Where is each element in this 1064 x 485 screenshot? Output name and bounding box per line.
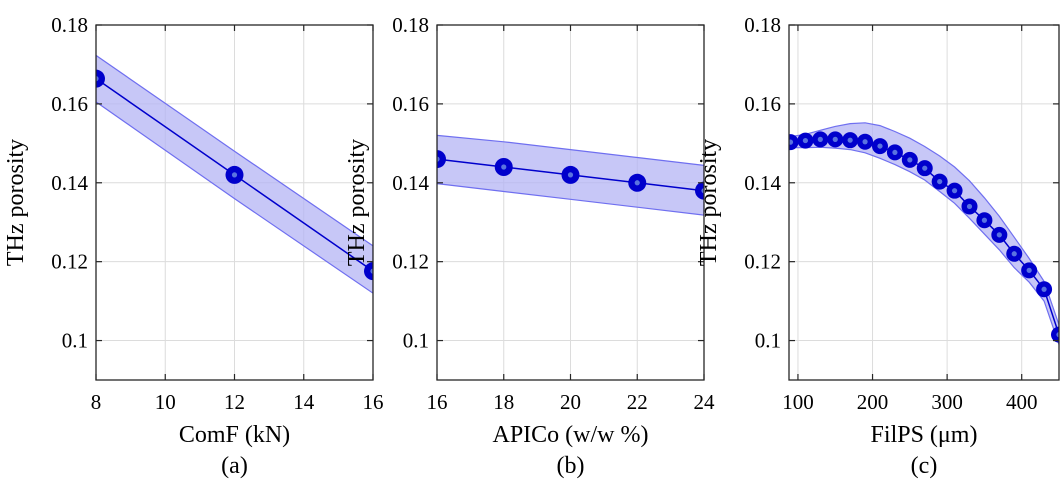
x-tick-label: 400 (1006, 390, 1038, 414)
y-tick-label: 0.1 (755, 329, 781, 353)
y-axis-label: THz porosity (3, 139, 29, 266)
data-point (1006, 245, 1023, 262)
x-axis-label: FilPS (μm) (871, 422, 978, 448)
chart-panel-2: 16 18 20 22 24 0.1 0.12 0.14 0.16 0.18 APICo (w/w … (344, 13, 715, 479)
x-tick-label: 300 (931, 390, 963, 414)
data-point-center (634, 180, 640, 186)
x-tick-label: 12 (224, 390, 245, 414)
x-tick-label: 100 (782, 390, 814, 414)
data-point-marker (695, 181, 704, 200)
data-point (931, 173, 948, 190)
data-point (494, 158, 513, 176)
data-point (976, 212, 993, 229)
data-point-center (567, 172, 574, 178)
x-tick-label: 18 (493, 390, 514, 414)
data-point (916, 160, 933, 177)
y-axis-label: THz porosity (344, 139, 370, 266)
data-point-center (789, 139, 794, 145)
x-tick-label: 22 (627, 390, 648, 414)
chart-panel-3: 100 200 300 400 0.1 0.12 0.14 0.16 0.18 FilPS (μm… (696, 13, 1060, 479)
data-point-center (996, 232, 1002, 238)
axes-box (788, 24, 1060, 381)
data-point (827, 131, 844, 148)
x-tick-label: 16 (363, 390, 384, 414)
data-point-marker (789, 134, 799, 151)
data-point (991, 226, 1008, 243)
y-tick-label: 0.16 (744, 92, 781, 116)
data-point (871, 138, 888, 155)
data-point (961, 198, 978, 215)
data-point-center (922, 165, 928, 171)
y-tick-label: 0.12 (392, 250, 429, 274)
data-point-center (892, 149, 898, 156)
data-point (857, 133, 874, 150)
y-tick-label: 0.1 (62, 329, 88, 353)
data-point-center (501, 164, 507, 170)
data-point (1021, 262, 1038, 279)
data-point-center (832, 136, 838, 142)
data-point (561, 165, 580, 184)
data-point-center (966, 203, 973, 210)
data-point (946, 182, 963, 199)
data-point-center (951, 188, 958, 194)
data-point (886, 144, 903, 161)
y-tick-label: 0.12 (51, 250, 88, 274)
y-tick-label: 0.16 (51, 92, 88, 116)
panel-label: (c) (911, 453, 938, 479)
data-point-center (1011, 251, 1017, 257)
data-point-center (847, 137, 853, 143)
y-tick-label: 0.18 (392, 13, 429, 37)
data-point-center (981, 217, 988, 223)
data-point-center (937, 178, 943, 185)
y-tick-label: 0.1 (403, 329, 429, 353)
data-point-marker (1051, 326, 1059, 343)
data-point-marker (437, 150, 446, 169)
data-point-center (1026, 267, 1032, 273)
data-point (901, 151, 918, 168)
data-point-center (907, 157, 913, 163)
data-point-center (862, 139, 868, 145)
y-tick-label: 0.18 (51, 13, 88, 37)
x-tick-label: 8 (91, 390, 102, 414)
y-tick-label: 0.12 (744, 250, 781, 274)
data-point (225, 165, 244, 184)
data-point-center (231, 172, 238, 178)
x-tick-label: 200 (857, 390, 889, 414)
y-tick-label: 0.14 (392, 171, 429, 195)
data-point (628, 173, 647, 192)
y-tick-label: 0.16 (392, 92, 429, 116)
y-axis-label: THz porosity (696, 139, 722, 266)
panel-label: (a) (221, 453, 248, 479)
data-point (797, 132, 814, 149)
y-tick-label: 0.14 (744, 171, 781, 195)
data-point-center (1041, 286, 1047, 292)
data-point (789, 134, 799, 151)
data-point-marker (96, 69, 105, 88)
data-point-center (877, 143, 883, 149)
data-point-center (817, 136, 823, 142)
data-point (842, 132, 859, 149)
plot-area (789, 25, 1059, 380)
x-axis-label: APICo (w/w %) (493, 422, 649, 448)
panel-label: (b) (557, 453, 585, 479)
data-point-marker (364, 262, 373, 281)
data-point (812, 131, 829, 148)
x-tick-label: 14 (293, 390, 315, 414)
x-tick-label: 16 (427, 390, 448, 414)
y-tick-label: 0.18 (744, 13, 781, 37)
x-tick-label: 20 (560, 390, 581, 414)
data-point (1036, 281, 1053, 298)
data-point-center (802, 137, 809, 144)
y-tick-label: 0.14 (51, 171, 88, 195)
x-tick-label: 24 (694, 390, 716, 414)
x-tick-label: 10 (155, 390, 176, 414)
x-axis-label: ComF (kN) (179, 422, 290, 448)
chart-panel-1: 8 10 12 14 16 0.1 0.12 0.14 0.16 0.18 ComF (kN) THz… (3, 13, 384, 479)
